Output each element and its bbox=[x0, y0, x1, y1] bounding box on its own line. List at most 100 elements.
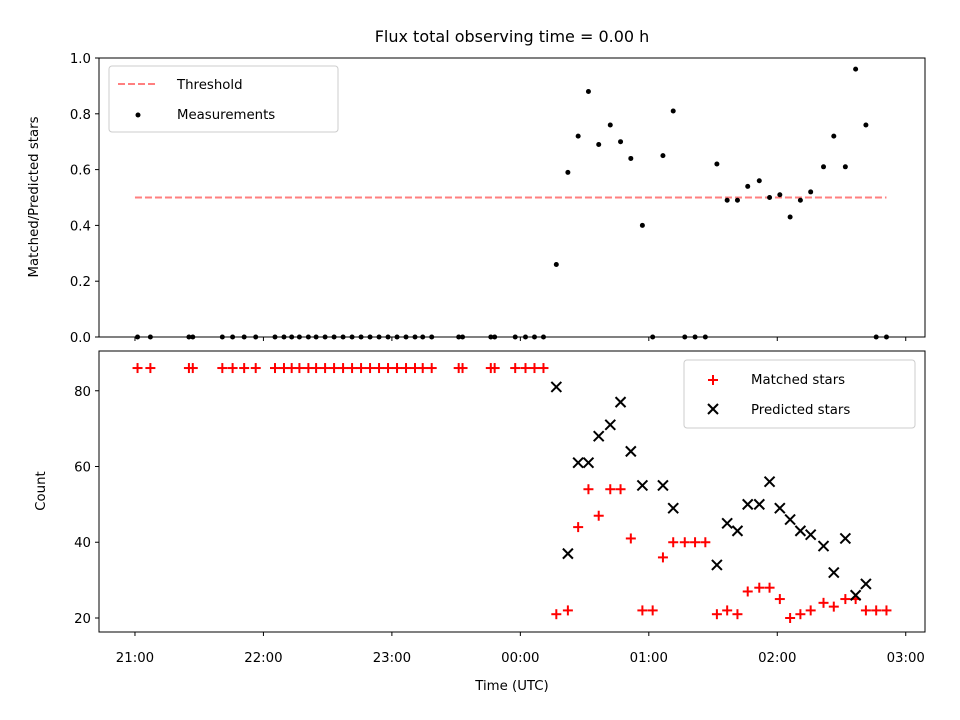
matched-star-point bbox=[742, 586, 753, 597]
matched-star-point bbox=[538, 363, 549, 374]
top-legend: Threshold Measurements bbox=[108, 65, 339, 133]
measurement-point bbox=[628, 155, 634, 161]
top-y-tick-label: 0.6 bbox=[70, 164, 91, 179]
measurement-point bbox=[553, 261, 559, 267]
bottom-y-tick-label: 40 bbox=[74, 536, 91, 551]
top-y-axis-label: Matched/Predicted stars bbox=[27, 116, 42, 277]
matched-star-point bbox=[562, 605, 573, 616]
top-y-axis: 0.0 0.2 0.4 0.6 0.8 1.0 bbox=[70, 52, 99, 346]
matched-star-point bbox=[795, 609, 806, 620]
legend-matched-swatch bbox=[708, 375, 718, 385]
matched-star-point bbox=[690, 537, 701, 548]
bottom-plot-area bbox=[132, 363, 892, 623]
matched-star-point bbox=[583, 484, 594, 495]
legend-matched-label: Matched stars bbox=[751, 373, 845, 388]
matched-star-point bbox=[668, 537, 679, 548]
measurement-point bbox=[863, 122, 869, 128]
x-tick-label: 01:00 bbox=[630, 651, 668, 666]
top-x-axis bbox=[134, 337, 907, 341]
matched-star-point bbox=[764, 582, 775, 593]
predicted-star-point bbox=[614, 396, 627, 408]
matched-star-point bbox=[785, 612, 796, 623]
measurement-point bbox=[660, 153, 666, 159]
matched-star-point bbox=[732, 609, 743, 620]
matched-star-point bbox=[529, 363, 540, 374]
measurement-point bbox=[618, 139, 624, 145]
predicted-star-point bbox=[636, 479, 649, 492]
predicted-star-point bbox=[828, 566, 840, 579]
top-y-tick-label: 0.4 bbox=[70, 219, 91, 234]
legend-predicted-swatch bbox=[707, 403, 719, 415]
measurement-point bbox=[714, 161, 720, 167]
matched-star-point bbox=[700, 537, 711, 548]
x-tick-label: 03:00 bbox=[887, 651, 925, 666]
predicted-star-point bbox=[711, 559, 723, 571]
top-axes-frame bbox=[98, 57, 926, 338]
matched-star-point bbox=[520, 363, 531, 374]
measurement-point bbox=[831, 133, 837, 139]
matched-star-point bbox=[217, 363, 228, 374]
predicted-star-point bbox=[593, 430, 605, 442]
matched-star-point bbox=[657, 552, 668, 563]
matched-star-point bbox=[489, 363, 500, 374]
x-tick-label: 00:00 bbox=[501, 651, 539, 666]
predicted-star-point bbox=[860, 578, 872, 590]
top-y-tick-label: 1.0 bbox=[70, 52, 91, 67]
bottom-x-axis: 21:00 22:00 23:00 00:00 01:00 02:00 03:00 bbox=[116, 632, 925, 666]
legend-measurements-swatch bbox=[135, 112, 141, 118]
x-tick-label: 22:00 bbox=[244, 651, 282, 666]
matched-star-point bbox=[374, 363, 385, 374]
top-y-tick-label: 0.2 bbox=[70, 275, 91, 290]
matched-star-point bbox=[860, 605, 871, 616]
matched-star-point bbox=[647, 605, 658, 616]
measurement-point bbox=[842, 164, 848, 170]
bottom-legend-box bbox=[683, 359, 916, 429]
matched-star-point bbox=[294, 363, 305, 374]
predicted-star-point bbox=[604, 419, 616, 431]
matched-star-point bbox=[239, 363, 250, 374]
matched-star-point bbox=[329, 363, 340, 374]
matched-star-point bbox=[417, 363, 428, 374]
legend-predicted-label: Predicted stars bbox=[751, 403, 850, 418]
measurement-point bbox=[596, 141, 602, 147]
matched-star-point bbox=[269, 363, 280, 374]
measurement-point bbox=[853, 66, 859, 72]
matched-star-point bbox=[392, 363, 403, 374]
matched-star-point bbox=[871, 605, 882, 616]
predicted-star-point bbox=[784, 513, 796, 526]
top-panel: 0.0 0.2 0.4 0.6 0.8 1.0 Matched/Predicted sta… bbox=[27, 52, 926, 346]
bottom-legend: Matched stars Predicted stars bbox=[683, 359, 916, 429]
matched-star-point bbox=[250, 363, 261, 374]
predicted-star-point bbox=[817, 540, 830, 552]
bottom-panel: 20 40 60 80 21:00 22:00 23:00 00:00 01:00 02:00 0… bbox=[34, 350, 926, 694]
bottom-y-tick-label: 20 bbox=[74, 612, 91, 627]
matched-star-point bbox=[774, 594, 785, 605]
matched-star-point bbox=[551, 609, 562, 620]
matched-star-point bbox=[805, 605, 816, 616]
matched-star-point bbox=[401, 363, 412, 374]
predicted-star-point bbox=[774, 502, 786, 514]
matched-star-point bbox=[818, 597, 829, 608]
matched-star-point bbox=[227, 363, 238, 374]
x-tick-label: 23:00 bbox=[373, 651, 411, 666]
matched-star-point bbox=[426, 363, 437, 374]
matched-star-point bbox=[754, 582, 765, 593]
matched-star-point bbox=[383, 363, 394, 374]
predicted-star-point bbox=[657, 479, 669, 492]
matched-star-point bbox=[347, 363, 358, 374]
bottom-y-axis: 20 40 60 80 bbox=[74, 385, 99, 627]
matched-star-point bbox=[573, 522, 584, 533]
bottom-y-axis-label: Count bbox=[34, 471, 49, 511]
measurement-point bbox=[745, 183, 751, 189]
predicted-star-point bbox=[562, 547, 574, 560]
predicted-star-point bbox=[731, 525, 744, 537]
measurement-point bbox=[787, 214, 793, 220]
top-y-tick-label: 0.0 bbox=[70, 331, 91, 346]
matched-star-point bbox=[605, 484, 616, 495]
x-axis-label: Time (UTC) bbox=[474, 679, 549, 694]
matched-star-point bbox=[593, 510, 604, 521]
matched-star-point bbox=[187, 363, 198, 374]
measurement-point bbox=[767, 195, 773, 200]
predicted-star-point bbox=[763, 475, 776, 488]
measurement-point bbox=[585, 88, 591, 94]
